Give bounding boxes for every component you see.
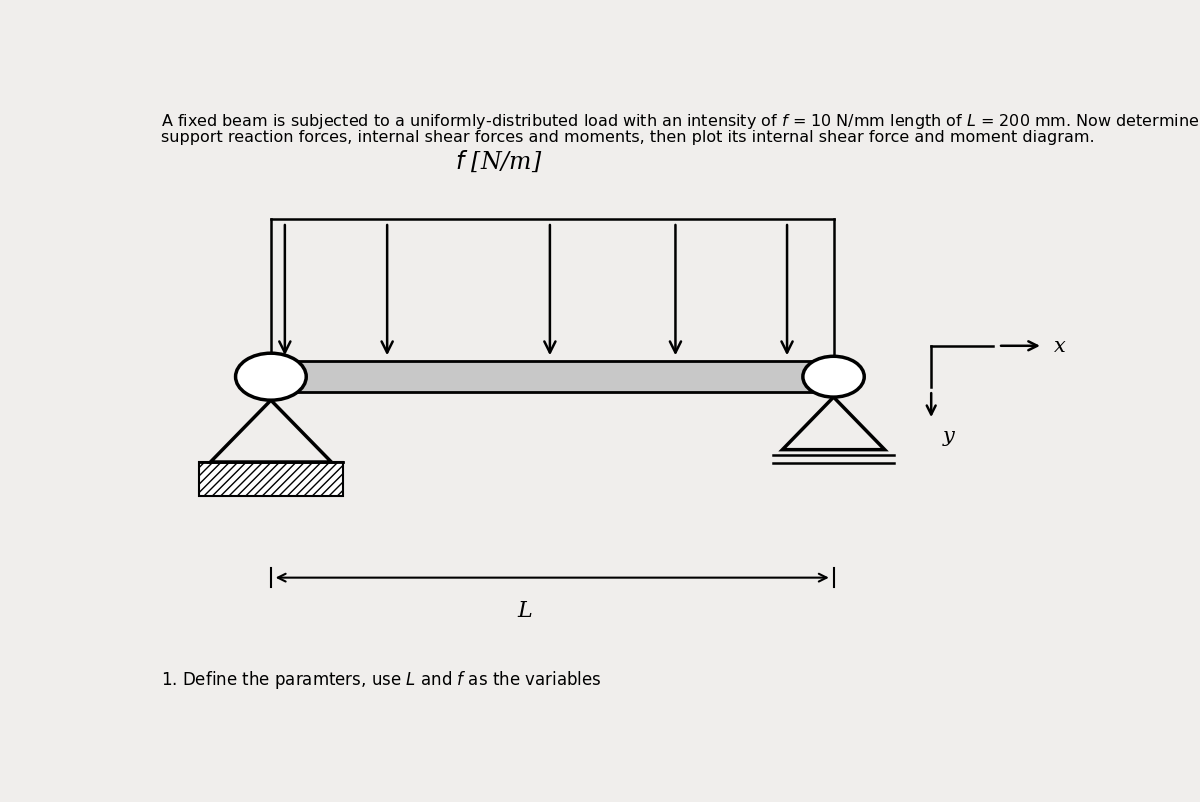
Text: L: L	[517, 600, 532, 622]
Text: A fixed beam is subjected to a uniformly-distributed load with an intensity of $: A fixed beam is subjected to a uniformly…	[161, 111, 1200, 131]
Text: $f$ [N/m]: $f$ [N/m]	[455, 148, 542, 173]
Text: y: y	[942, 427, 954, 446]
Bar	[199, 463, 343, 496]
Circle shape	[803, 357, 864, 398]
Bar	[271, 362, 834, 393]
Circle shape	[235, 354, 306, 401]
Text: 1. Define the paramters, use $L$ and $f$ as the variables: 1. Define the paramters, use $L$ and $f$…	[161, 668, 601, 691]
Text: x: x	[1054, 337, 1066, 356]
Text: support reaction forces, internal shear forces and moments, then plot its intern: support reaction forces, internal shear …	[161, 130, 1094, 145]
